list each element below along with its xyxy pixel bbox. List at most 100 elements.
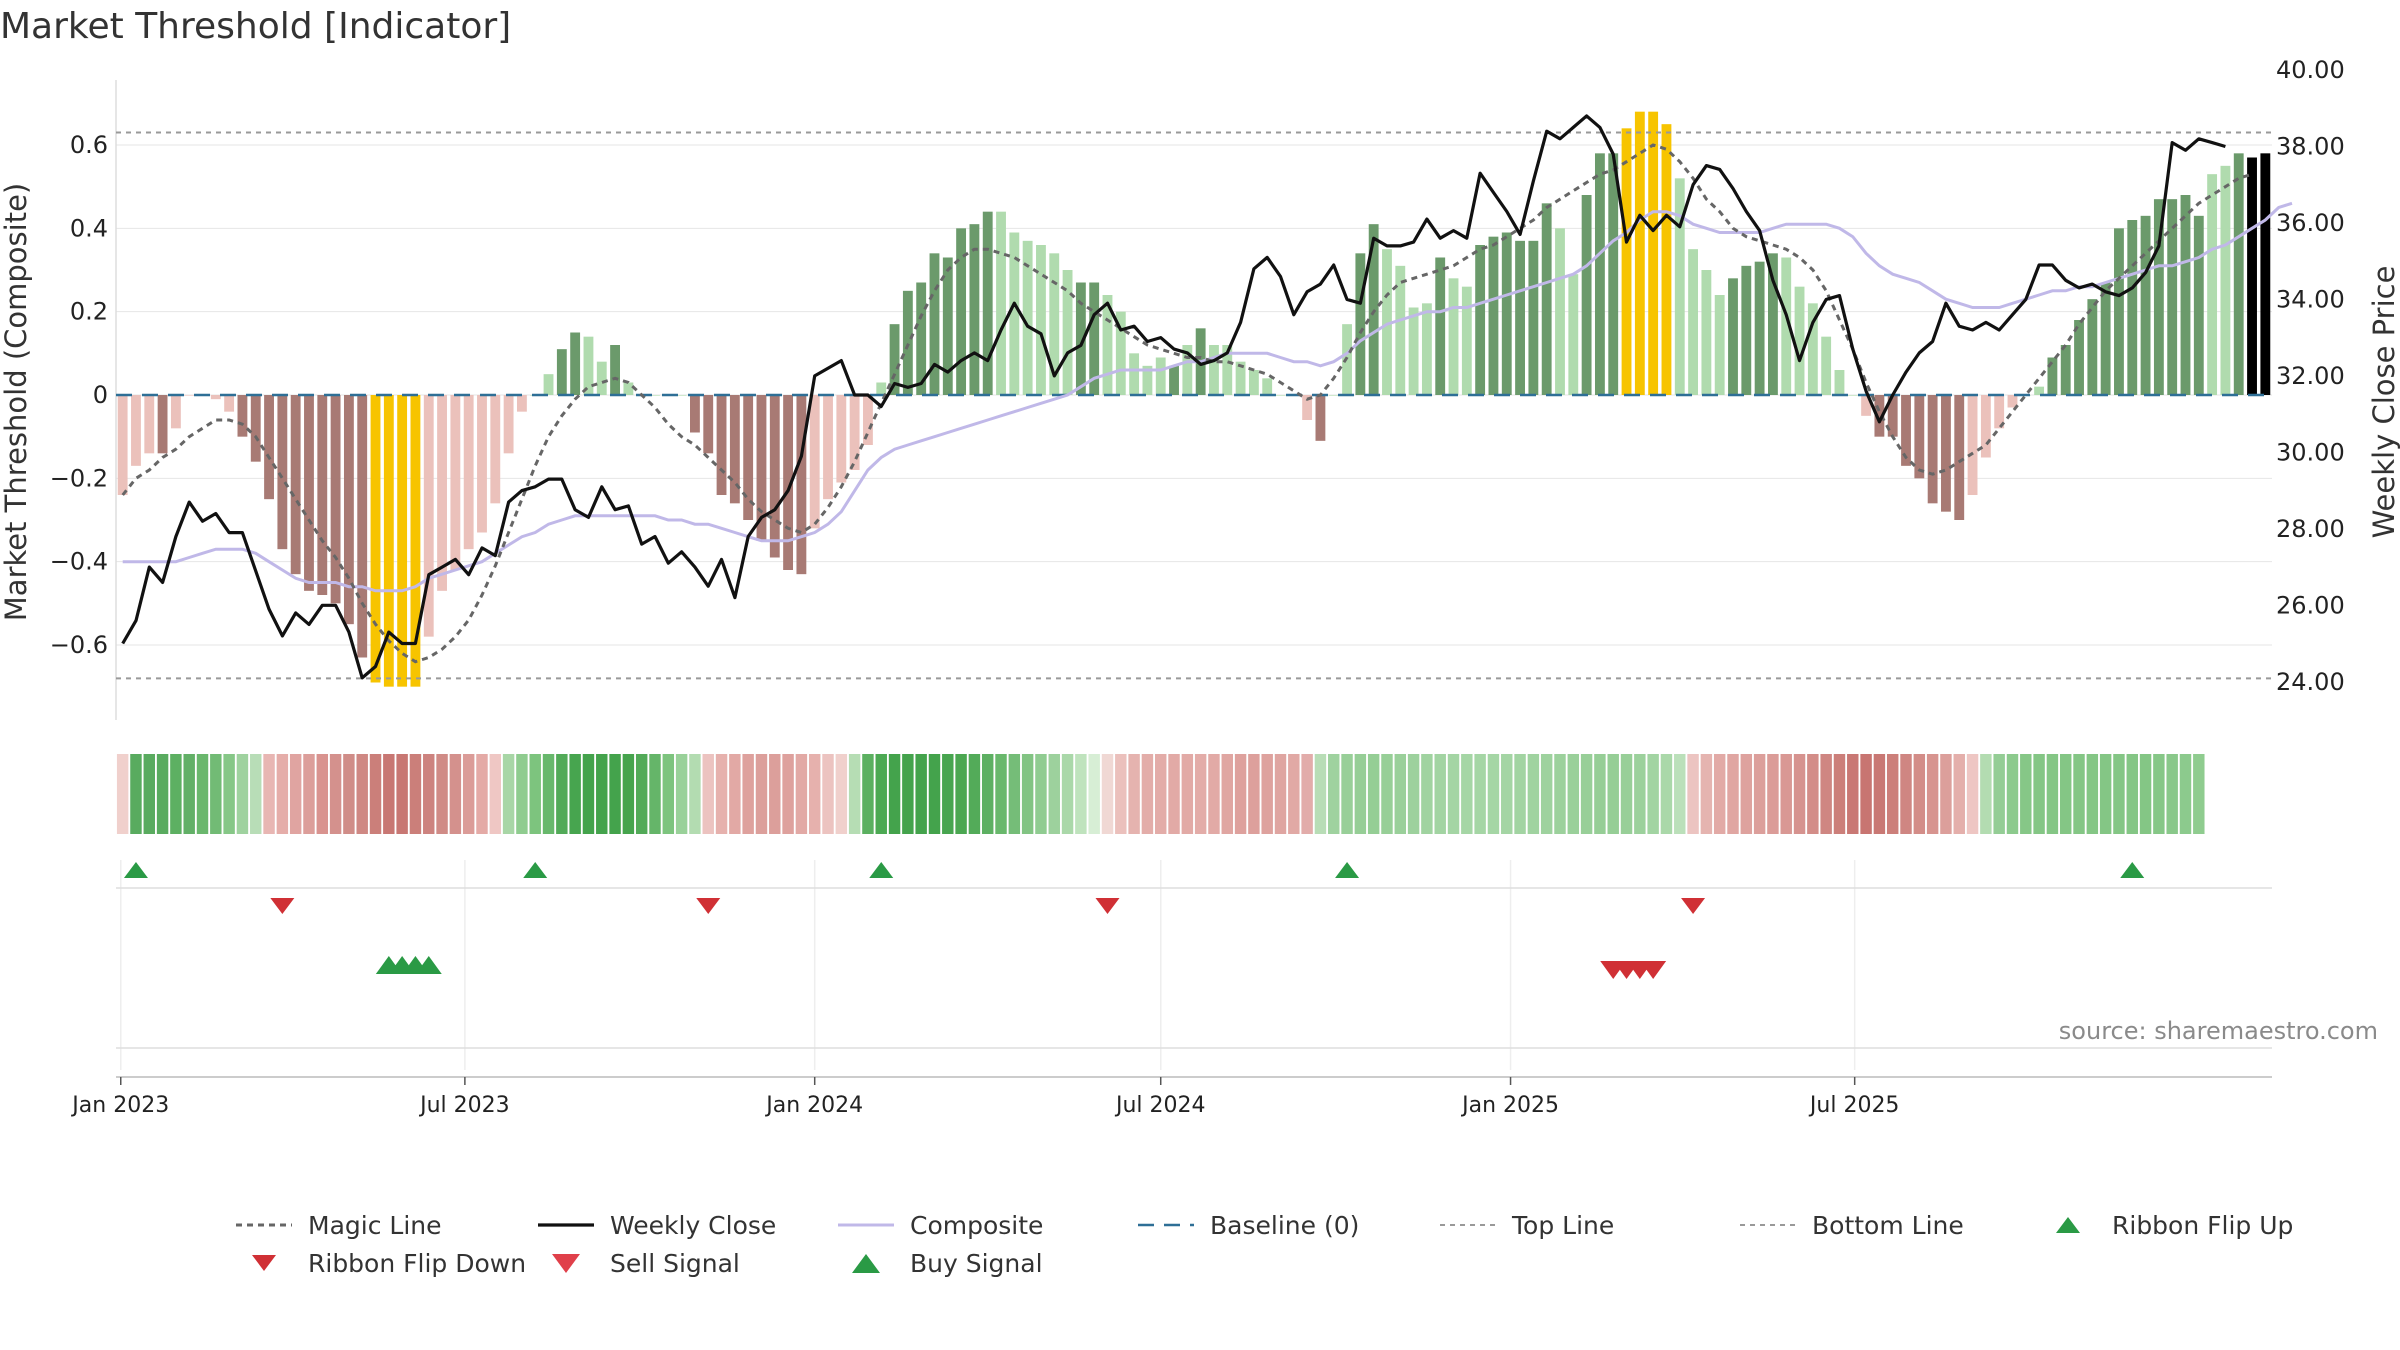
composite-bar [1807, 303, 1818, 395]
ribbon-cell [1261, 754, 1273, 834]
ribbon-cell [1248, 754, 1260, 834]
composite-bar [969, 224, 980, 395]
composite-bar [2047, 357, 2058, 395]
legend-label: Baseline (0) [1210, 1211, 1359, 1240]
ribbon-flip-up-marker [2120, 862, 2145, 878]
composite-bar [1874, 395, 1885, 437]
right-tick-label: 28.00 [2276, 515, 2345, 543]
legend-label: Ribbon Flip Up [2112, 1211, 2293, 1240]
ribbon-cell [1194, 754, 1207, 834]
weekly-close-line [121, 114, 2226, 680]
composite-bar [224, 395, 235, 412]
composite-bar [357, 395, 368, 658]
ribbon-flip-down-marker [696, 898, 721, 914]
right-tick-label: 26.00 [2276, 591, 2345, 619]
right-tick-label: 36.00 [2276, 209, 2345, 237]
ribbon-cell [635, 754, 648, 834]
composite-bar [290, 395, 301, 575]
ribbon-strip [116, 754, 2205, 834]
composite-bar [1448, 278, 1459, 395]
right-tick-label: 24.00 [2276, 668, 2345, 696]
legend-item-composite: Composite [838, 1211, 1043, 1240]
legend-swatch [552, 1254, 580, 1273]
composite-bar [783, 395, 794, 570]
composite-bar [2034, 386, 2045, 395]
composite-bar [1182, 345, 1193, 395]
composite-bar [1115, 311, 1126, 395]
ribbon-cell [569, 754, 581, 834]
composite-bar [676, 395, 687, 396]
ribbon-cell [1594, 754, 1606, 834]
ribbon-cell [848, 754, 861, 834]
composite-bar [330, 395, 341, 604]
ribbon-cell [1900, 754, 1912, 834]
composite-bar [2207, 174, 2218, 395]
ribbon-cell [942, 754, 954, 834]
ribbon-flip-up-marker [869, 862, 894, 878]
composite-bar [1834, 370, 1845, 395]
ribbon-cell [2179, 754, 2192, 834]
ribbon-cell [649, 754, 661, 834]
left-tick-label: −0.6 [50, 631, 108, 659]
composite-bar [1049, 253, 1060, 395]
composite-bar [1980, 395, 1991, 458]
composite-bar [716, 395, 727, 495]
composite-bar [836, 395, 847, 483]
ribbon-cell [369, 754, 382, 834]
composite-bar [477, 395, 487, 533]
ribbon-cell [1913, 754, 1926, 834]
ribbon-cell [782, 754, 794, 834]
ribbon-cell [955, 754, 967, 834]
buy-signal-marker [415, 956, 442, 974]
ribbon-cell [462, 754, 475, 834]
ribbon-cell [582, 754, 595, 834]
ribbon-cell [822, 754, 834, 834]
ribbon-cell [1367, 754, 1380, 834]
ribbon-cell [1807, 754, 1819, 834]
composite-bar [610, 345, 620, 395]
ribbon-cell [1980, 754, 1992, 834]
composite-bar [516, 395, 527, 412]
ribbon-cell [542, 754, 555, 834]
legend-label: Sell Signal [610, 1249, 740, 1278]
legend-label: Bottom Line [1812, 1211, 1964, 1240]
composite-bar [2167, 199, 2178, 395]
ribbon-cell [409, 754, 422, 834]
ribbon-cell [1567, 754, 1580, 834]
ribbon-cell [968, 754, 981, 834]
composite-bar [1794, 286, 1805, 395]
ribbon-cell [343, 754, 355, 834]
composite-bar [1887, 395, 1898, 437]
ribbon-cell [1088, 754, 1100, 834]
composite-bar [397, 395, 408, 687]
composite-bar [343, 395, 354, 625]
composite-bar [849, 395, 860, 470]
ribbon-cell [356, 754, 368, 834]
ribbon-cell [329, 754, 342, 834]
composite-bar [729, 395, 740, 504]
ribbon-cell [1660, 754, 1673, 834]
composite-bar [556, 349, 567, 395]
composite-bar [1688, 249, 1698, 395]
composite-bar [1408, 307, 1419, 395]
right-tick-label: 30.00 [2276, 438, 2345, 466]
ribbon-cell [436, 754, 448, 834]
ribbon-cell [289, 754, 302, 834]
ribbon-cell [502, 754, 515, 834]
ribbon-cell [449, 754, 462, 834]
ribbon-cell [1208, 754, 1220, 834]
ribbon-cell [1021, 754, 1034, 834]
composite-bar [1581, 195, 1592, 395]
ribbon-cell [1341, 754, 1353, 834]
composite-bar [277, 395, 288, 550]
ribbon-cell [1075, 754, 1087, 834]
ribbon-cell [1873, 754, 1886, 834]
composite-bar [1594, 153, 1605, 395]
composite-bar [1248, 370, 1259, 395]
composite-bar [1754, 261, 1765, 395]
ribbon-cell [1128, 754, 1140, 834]
composite-bar [1541, 203, 1552, 395]
ribbon-cell [1301, 754, 1313, 834]
composite-bar [2247, 157, 2257, 395]
ribbon-cell [303, 754, 315, 834]
